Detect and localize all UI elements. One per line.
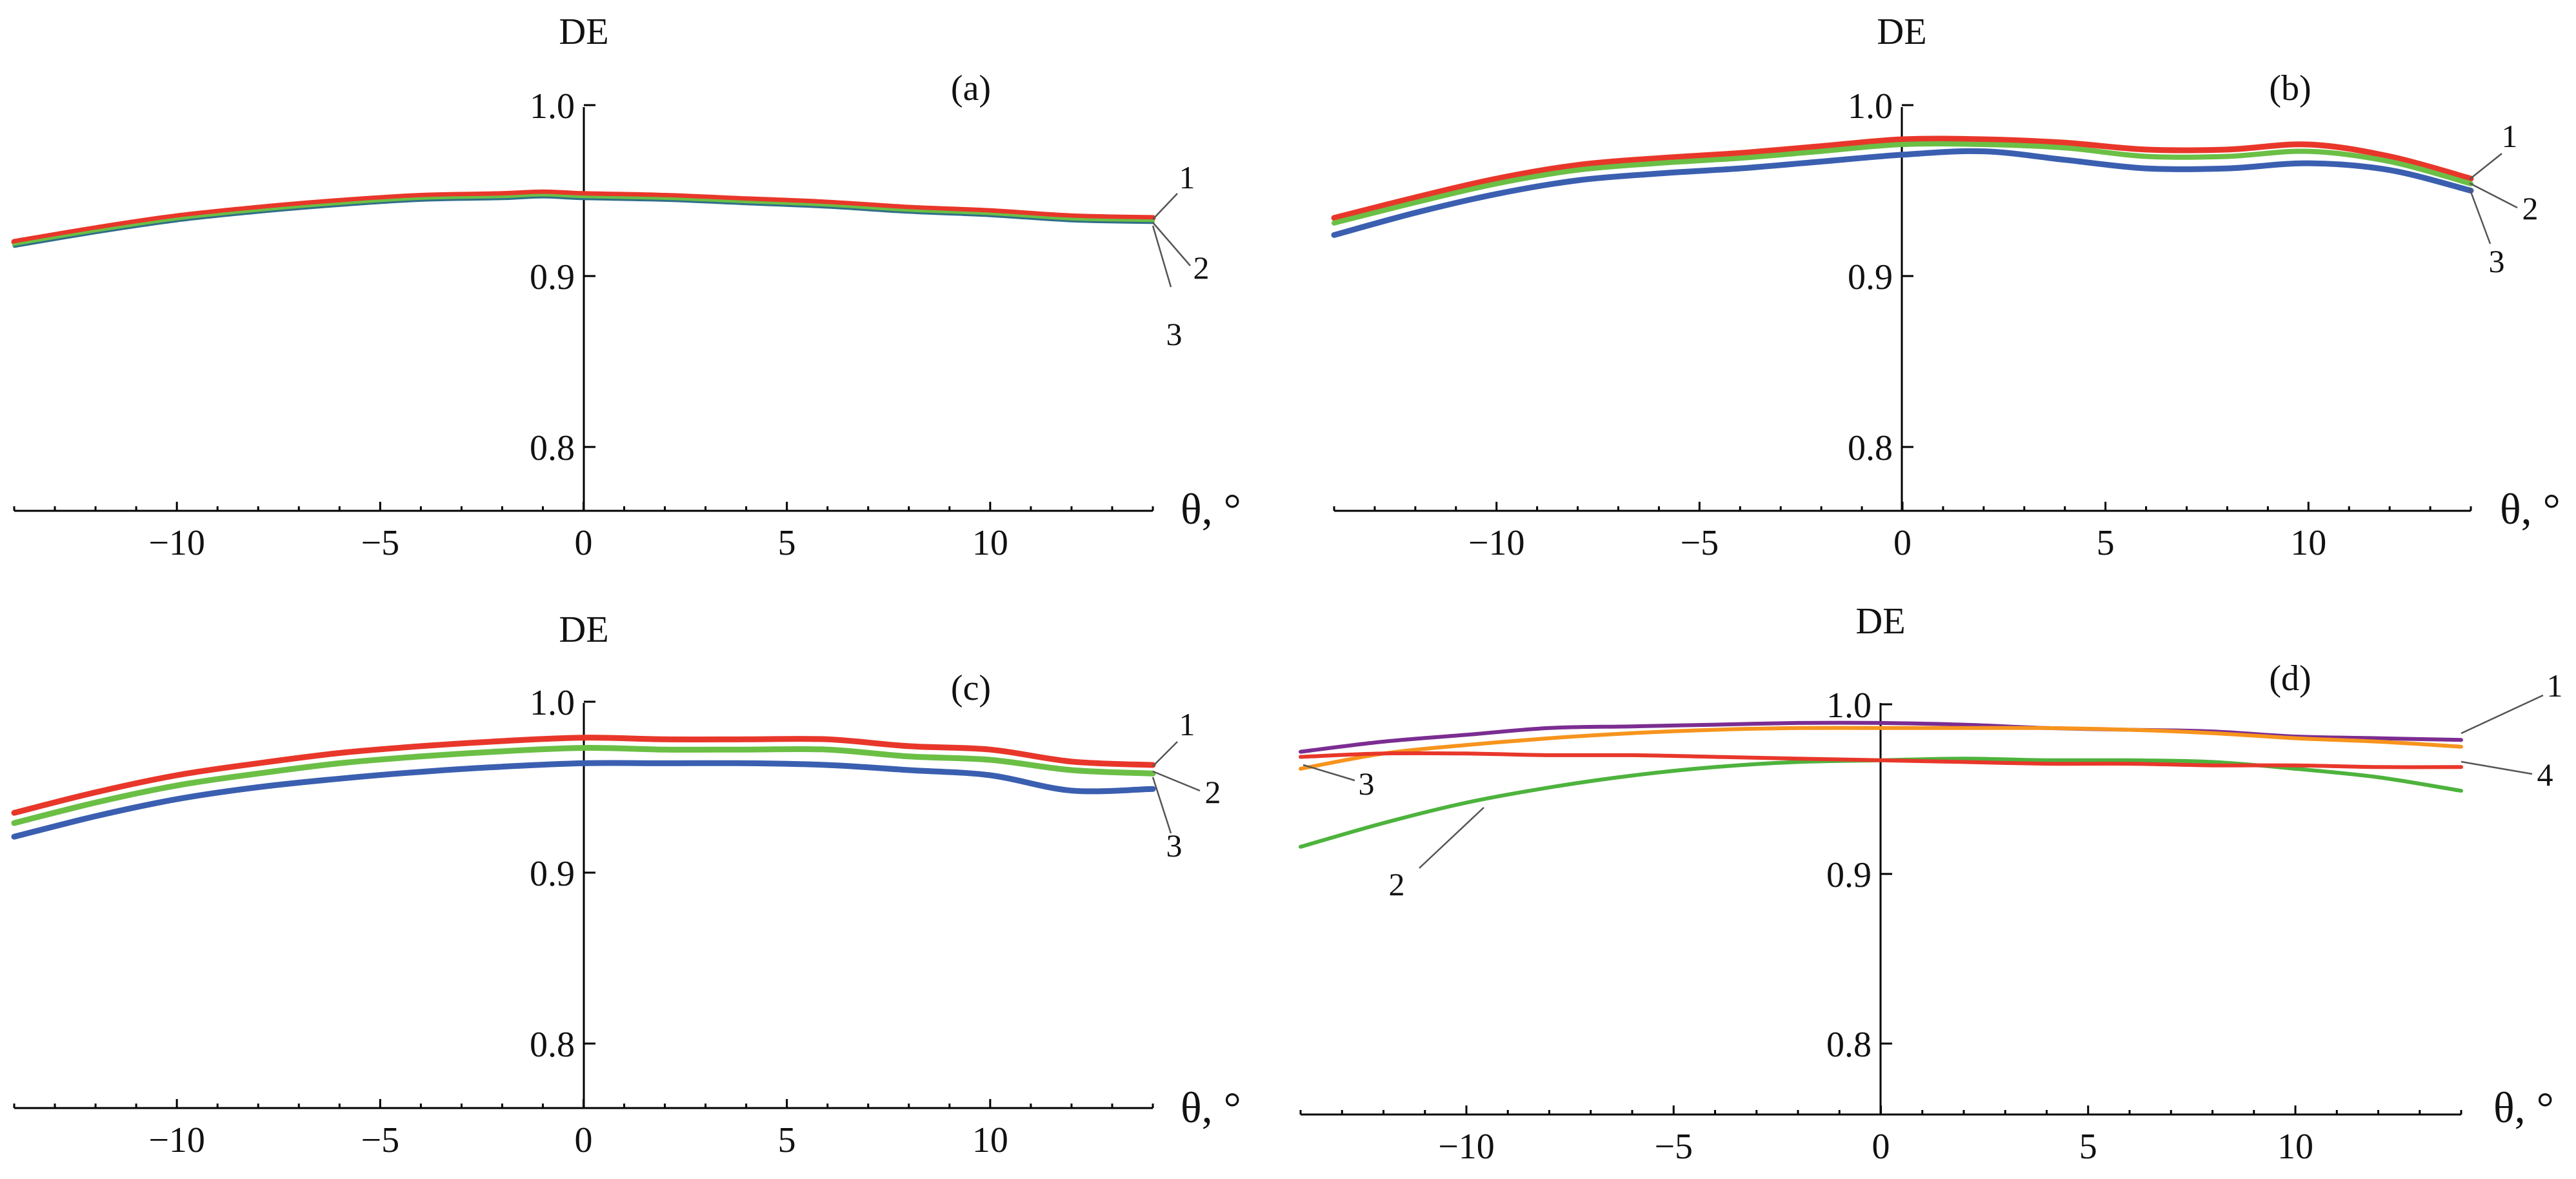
series-line-1 — [11, 735, 1156, 816]
series-label-1: 1 — [1179, 159, 1195, 195]
series-label-2: 2 — [1205, 774, 1221, 810]
panel-label: (d) — [2269, 659, 2311, 698]
y-axis-title: DE — [559, 608, 608, 650]
y-axis-title: DE — [559, 10, 608, 52]
series-line-1 — [11, 189, 1156, 245]
x-tick-label: −5 — [361, 523, 400, 563]
series-line-2 — [11, 745, 1156, 826]
label-leader-2 — [1152, 222, 1191, 266]
series-label-1: 1 — [2502, 118, 2518, 154]
y-tick-label: 0.8 — [530, 428, 575, 468]
series-label-3: 3 — [1359, 766, 1375, 802]
panel-label: (c) — [951, 668, 991, 708]
x-tick-label: −10 — [148, 1120, 205, 1160]
x-tick-label: 0 — [575, 523, 593, 563]
panel-a: −10 −5 0 5 10 0.8 0.9 1.0 DE θ, ° (a) 1 23 — [11, 10, 1241, 563]
series-line-2 — [1332, 141, 2473, 226]
label-leader-1 — [2469, 153, 2502, 180]
y-axis-title: DE — [1877, 10, 1926, 52]
x-tick-label: 0 — [1872, 1127, 1890, 1167]
series-label-2: 2 — [1389, 866, 1405, 902]
label-leader-1 — [2461, 694, 2544, 735]
y-tick-label: 0.9 — [1826, 855, 1872, 895]
label-leader-3 — [1303, 764, 1355, 782]
panel-label: (b) — [2269, 68, 2311, 108]
x-tick-label: −10 — [1438, 1127, 1495, 1167]
x-tick-label: 10 — [972, 523, 1008, 563]
series-label-2: 2 — [2522, 190, 2539, 226]
x-tick-label: 10 — [2277, 1127, 2313, 1167]
x-tick-label: −10 — [148, 523, 205, 563]
y-tick-label: 0.9 — [530, 854, 575, 894]
y-tick-label: 0.8 — [530, 1025, 575, 1065]
x-tick-label: −5 — [1681, 523, 1719, 563]
series-label-4: 4 — [2537, 757, 2553, 793]
series-label-3: 3 — [1166, 827, 1183, 864]
x-tick-label: −5 — [361, 1120, 400, 1160]
series-line-1 — [1331, 135, 2474, 221]
y-tick-label: 0.8 — [1848, 428, 1893, 468]
series-line-3 — [13, 196, 1154, 248]
series-line-2 — [12, 193, 1155, 248]
series-label-2: 2 — [1193, 250, 1210, 286]
panel-c: −10 −5 0 5 10 0.8 0.9 1.0 DE θ, ° (c) 123 — [11, 608, 1241, 1160]
y-tick-label: 1.0 — [1826, 686, 1872, 726]
series-label-3: 3 — [2489, 243, 2505, 279]
y-tick-label: 0.9 — [530, 257, 575, 297]
series-line-3 — [1299, 726, 2463, 771]
x-tick-label: 5 — [2097, 523, 2115, 563]
label-leader-2 — [2469, 182, 2518, 209]
x-tick-label: −5 — [1654, 1127, 1693, 1167]
x-tick-label: 10 — [2290, 523, 2326, 563]
label-leader-3 — [2468, 188, 2491, 244]
label-leader-1 — [1152, 741, 1178, 767]
label-leader-3 — [1152, 225, 1172, 288]
x-tick-label: 10 — [972, 1120, 1008, 1160]
label-leader-3 — [1152, 777, 1172, 834]
series-line-4 — [1299, 751, 2463, 769]
y-axis-title: DE — [1855, 600, 1905, 642]
panel-d: −10 −5 0 5 10 0.8 0.9 1.0 DE θ, ° (d) 1 2 3 4 — [1299, 600, 2563, 1167]
series-line-3 — [11, 760, 1156, 840]
y-tick-label: 1.0 — [530, 86, 575, 126]
series-line-3 — [1331, 148, 2474, 238]
panel-b: −10 −5 0 5 10 0.8 0.9 1.0 DE θ, ° (b) 123 — [1331, 10, 2561, 563]
x-tick-label: −10 — [1468, 523, 1525, 563]
label-leader-2 — [1152, 770, 1201, 792]
y-tick-label: 1.0 — [1848, 86, 1893, 126]
label-leader-4 — [2461, 760, 2533, 775]
x-axis-title: θ, ° — [2493, 1083, 2554, 1132]
y-tick-label: 0.9 — [1848, 257, 1893, 297]
x-tick-label: 5 — [2079, 1127, 2097, 1167]
label-leader-2 — [1419, 807, 1484, 869]
label-leader-1 — [1152, 193, 1178, 220]
series-label-1: 1 — [2547, 668, 2563, 704]
x-tick-label: 5 — [778, 1120, 796, 1160]
series-label-3: 3 — [1166, 316, 1183, 352]
x-tick-label: 0 — [1893, 523, 1912, 563]
x-axis-title: θ, ° — [2500, 484, 2561, 533]
panel-label: (a) — [951, 68, 991, 108]
x-axis-title: θ, ° — [1181, 484, 1241, 533]
y-tick-label: 1.0 — [530, 683, 575, 723]
x-axis-title: θ, ° — [1181, 1083, 1241, 1132]
series-label-1: 1 — [1179, 706, 1195, 742]
x-tick-label: 5 — [778, 523, 796, 563]
y-tick-label: 0.8 — [1826, 1025, 1872, 1065]
x-tick-label: 0 — [575, 1120, 593, 1160]
